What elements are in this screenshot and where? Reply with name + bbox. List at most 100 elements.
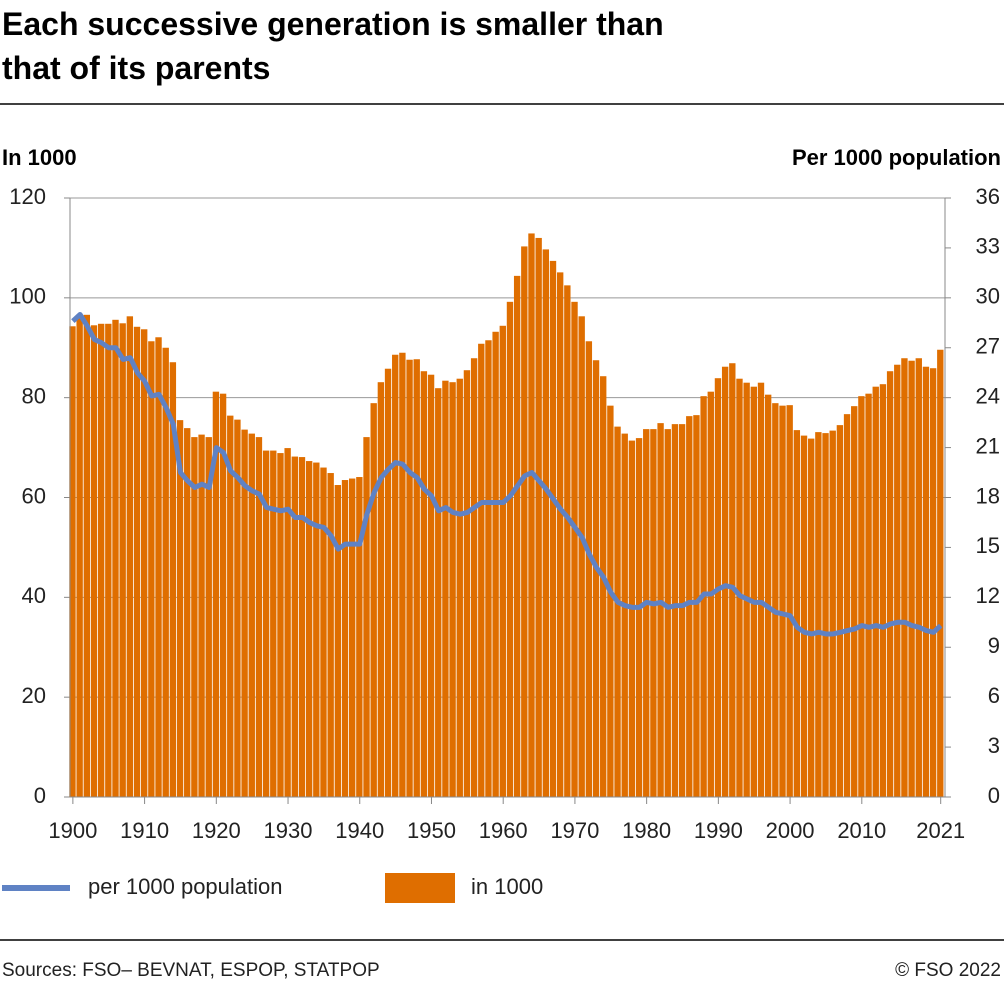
y2-tick-label: 33 <box>976 234 1000 259</box>
bar <box>155 337 162 797</box>
bar <box>865 393 872 797</box>
y-tick-label: 0 <box>34 783 46 808</box>
bar <box>937 349 944 797</box>
bar <box>363 437 370 797</box>
y-tick-label: 120 <box>9 184 46 209</box>
bar <box>126 316 134 797</box>
bar <box>119 323 126 797</box>
bar <box>915 358 922 797</box>
bar <box>356 477 363 797</box>
bar <box>743 382 750 797</box>
bar <box>808 438 815 797</box>
bar <box>191 437 198 797</box>
bar <box>470 358 478 797</box>
bar <box>729 363 736 797</box>
bar <box>176 420 184 797</box>
y2-tick-label: 3 <box>988 733 1000 758</box>
y-tick-label: 60 <box>22 483 46 508</box>
bar <box>255 437 263 797</box>
bar <box>879 384 887 797</box>
bar <box>614 426 621 797</box>
bar <box>521 246 528 797</box>
bar <box>908 360 915 797</box>
bar <box>205 437 212 797</box>
bar <box>141 329 148 797</box>
y2-axis-label: Per 1000 population <box>792 145 1001 170</box>
bar <box>800 435 808 797</box>
y-tick-label: 100 <box>9 284 46 309</box>
bar <box>162 347 169 797</box>
x-tick-label: 1970 <box>550 818 599 843</box>
bar <box>427 374 435 797</box>
y2-tick-label: 0 <box>988 783 1000 808</box>
y2-tick-label: 15 <box>976 533 1000 558</box>
bar <box>757 382 765 797</box>
bar <box>198 434 205 797</box>
bar <box>262 450 270 797</box>
bar <box>793 430 801 797</box>
bar <box>341 480 349 797</box>
y2-tick-label: 24 <box>976 383 1000 408</box>
bar <box>621 433 628 797</box>
bar <box>463 370 471 797</box>
bar <box>435 388 442 797</box>
bar <box>449 382 456 797</box>
bar <box>348 478 356 797</box>
bar <box>76 315 83 797</box>
bar <box>90 325 98 797</box>
bar <box>929 368 937 797</box>
bar <box>600 376 607 797</box>
legend-label: in 1000 <box>471 874 543 899</box>
source: Sources: FSO– BEVNAT, ESPOP, STATPOP <box>2 960 380 981</box>
line <box>71 311 943 637</box>
bar <box>384 368 392 797</box>
bar <box>219 393 227 797</box>
bar <box>886 371 894 797</box>
y-axis-label: In 1000 <box>2 145 77 170</box>
bar <box>571 301 578 797</box>
bar <box>549 260 557 797</box>
bar <box>184 428 191 797</box>
x-tick-label: 1900 <box>48 818 97 843</box>
bar <box>901 358 908 797</box>
bar <box>112 319 119 797</box>
bar <box>291 456 298 797</box>
x-tick-label: 1950 <box>407 818 456 843</box>
bar <box>148 341 155 797</box>
bar <box>485 340 492 797</box>
bar <box>858 396 865 797</box>
bar <box>478 343 485 797</box>
bar <box>334 485 342 797</box>
bar <box>406 359 413 797</box>
bar <box>922 366 930 797</box>
bar <box>227 415 234 797</box>
y-tick-label: 20 <box>22 683 46 708</box>
bar <box>815 432 822 797</box>
bar <box>277 453 284 797</box>
bar <box>327 473 334 797</box>
bar <box>664 429 671 797</box>
bar <box>298 457 306 797</box>
x-tick-label: 2021 <box>916 818 965 843</box>
x-tick-label: 1980 <box>622 818 671 843</box>
bar <box>671 424 679 797</box>
y2-tick-label: 6 <box>988 683 1000 708</box>
x-tick-label: 1920 <box>192 818 241 843</box>
bar <box>628 440 636 797</box>
bar <box>542 249 550 797</box>
x-tick-label: 2000 <box>766 818 815 843</box>
bar <box>564 285 571 797</box>
bar <box>212 391 220 797</box>
bar <box>657 423 664 797</box>
bar <box>97 323 105 797</box>
y2-tick-label: 27 <box>976 334 1000 359</box>
bar <box>83 314 90 797</box>
y2-tick-label: 12 <box>976 583 1000 608</box>
x-tick-label: 1960 <box>479 818 528 843</box>
bar <box>851 406 858 797</box>
bar <box>678 424 686 797</box>
bar <box>528 233 535 798</box>
bar <box>736 378 743 797</box>
bar <box>836 425 844 797</box>
